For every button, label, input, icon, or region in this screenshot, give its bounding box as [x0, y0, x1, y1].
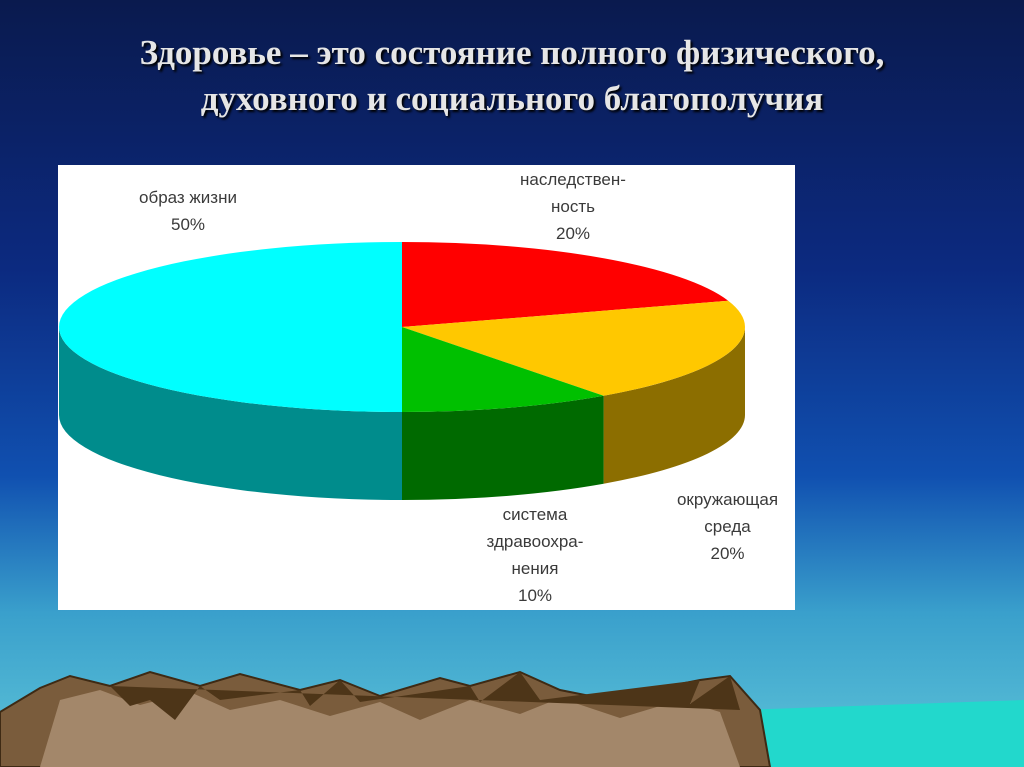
slice-label: система здравоохра-нения [486, 505, 584, 578]
value-label: 50% [170, 215, 206, 234]
slice-label: окружающая среда [676, 490, 779, 536]
slide-title: Здоровье – это состояние полного физичес… [139, 33, 885, 118]
slice-label: образ жизни [139, 188, 237, 207]
water [740, 700, 1024, 767]
value-label: 20% [555, 224, 591, 243]
value-label: 20% [710, 544, 745, 563]
pie-slice [402, 300, 745, 396]
value-label: 10% [517, 586, 553, 605]
pie-side [59, 327, 402, 500]
pie-side [402, 395, 604, 500]
slice-label: наследствен-ность [520, 170, 626, 216]
pie-slice [402, 327, 604, 412]
pie-slice [402, 242, 729, 327]
pie-side [603, 327, 745, 484]
pie-slice [59, 242, 402, 412]
